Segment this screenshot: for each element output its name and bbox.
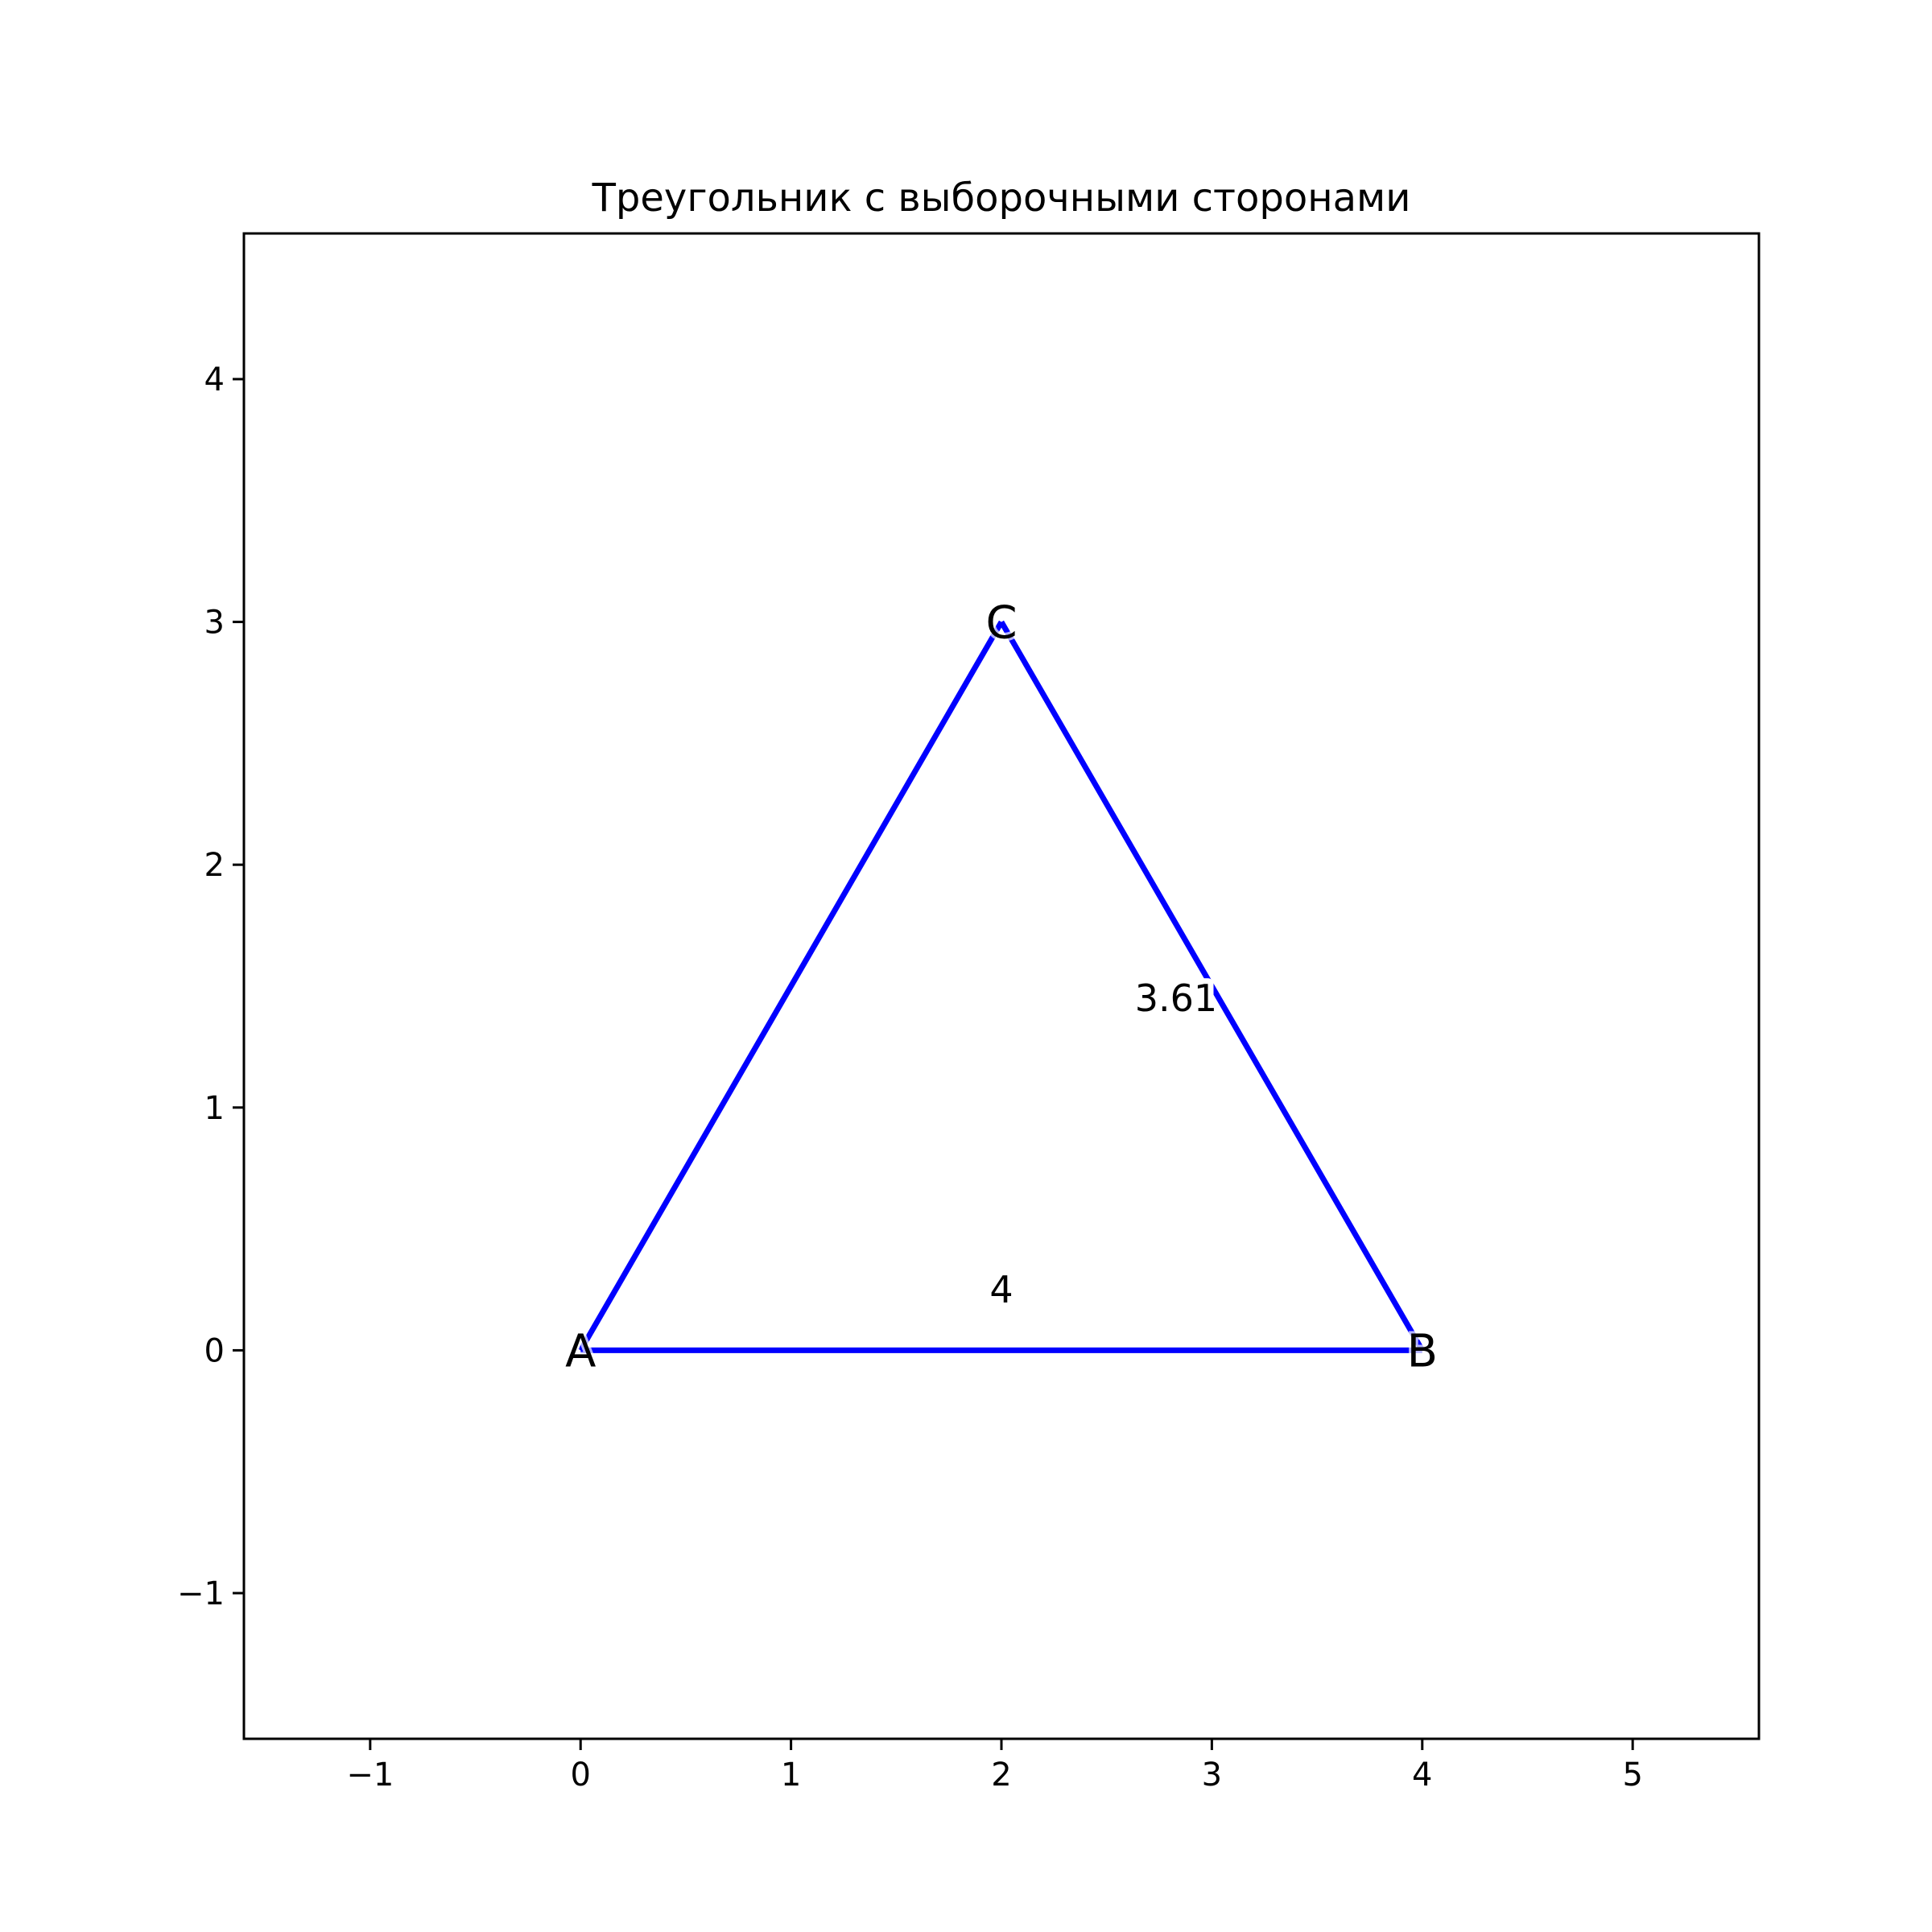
axis-ticks: −1 0 1 2 3 4 5 −1 0 1 2 3 4: [177, 361, 1643, 1794]
y-tick-label: −1: [177, 1575, 225, 1612]
x-tick-label: 2: [991, 1757, 1011, 1794]
vertex-label-B: B: [1407, 1325, 1438, 1377]
chart-title: Треугольник с выборочными сторонами: [592, 175, 1411, 221]
axes-frame: [242, 232, 1761, 1740]
side-label-BC: 3.61: [1135, 976, 1217, 1020]
side-CA: [578, 620, 1005, 1352]
y-tick-label: 3: [204, 605, 225, 642]
x-tick-label: 5: [1622, 1757, 1642, 1794]
vertex-label-C: C: [985, 597, 1017, 650]
x-tick-label: 3: [1202, 1757, 1222, 1794]
y-tick-label: 1: [204, 1090, 225, 1127]
triangle-labels: 4 3.61 A B C: [563, 595, 1440, 1381]
triangle-sides: [578, 620, 1425, 1353]
x-tick-label: 1: [781, 1757, 801, 1794]
x-tick-label: −1: [346, 1757, 394, 1794]
x-tick-label: 4: [1412, 1757, 1432, 1794]
side-BC: [998, 620, 1425, 1352]
y-tick-label: 4: [204, 361, 225, 398]
side-label-AB: 4: [989, 1268, 1013, 1311]
vertex-label-A: A: [565, 1325, 596, 1377]
x-tick-label: 0: [570, 1757, 590, 1794]
y-tick-label: 0: [204, 1332, 225, 1369]
y-tick-label: 2: [204, 847, 225, 884]
